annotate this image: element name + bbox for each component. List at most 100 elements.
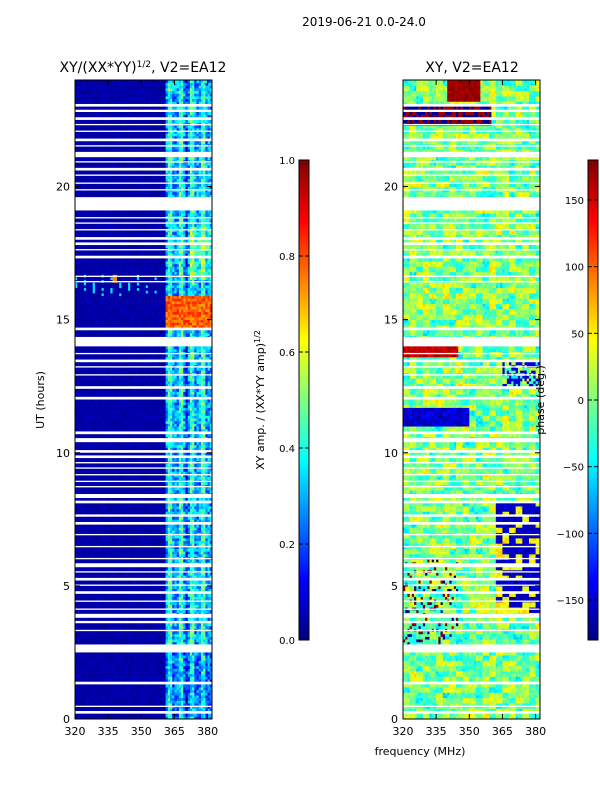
heatmap-cell <box>194 625 197 629</box>
heatmap-cell <box>139 580 142 584</box>
heatmap-cell <box>161 567 164 571</box>
heatmap-cell <box>203 535 206 539</box>
heatmap-cell <box>176 540 180 544</box>
heatmap-cell <box>172 527 175 531</box>
heatmap-cell <box>114 580 118 584</box>
heatmap-cell <box>181 540 184 544</box>
heatmap-cell <box>83 540 87 544</box>
heatmap-cell <box>92 657 96 661</box>
heatmap-cell <box>77 663 80 667</box>
heatmap-cell <box>154 548 158 552</box>
heatmap-cell <box>105 524 109 528</box>
heatmap-cell <box>194 679 197 683</box>
heatmap-cell <box>83 545 87 549</box>
heatmap-cell <box>79 695 83 699</box>
heatmap-cell <box>92 508 96 512</box>
heatmap-cell <box>97 695 100 699</box>
heatmap-cell <box>196 617 200 621</box>
heatmap-cell <box>90 482 94 486</box>
heatmap-cell <box>139 703 142 707</box>
heatmap-cell <box>86 679 89 683</box>
heatmap-cell <box>128 545 131 549</box>
heatmap-cell <box>207 537 211 542</box>
heatmap-cell <box>101 663 105 667</box>
heatmap-cell <box>189 639 193 643</box>
heatmap-cell <box>152 551 155 555</box>
heatmap-cell <box>119 673 122 677</box>
heatmap-cell <box>176 684 180 688</box>
amp-heatmap <box>75 80 212 719</box>
heatmap-cell <box>196 572 200 576</box>
heatmap-cell <box>130 516 133 520</box>
heatmap-cell <box>145 567 149 571</box>
heatmap-cell <box>141 585 144 589</box>
heatmap-cell <box>134 713 138 717</box>
heatmap-cell <box>152 575 155 579</box>
heatmap-cell <box>136 506 140 510</box>
heatmap-cell <box>196 575 200 579</box>
heatmap-cell <box>196 511 200 515</box>
heatmap-cell <box>194 487 197 491</box>
heatmap-cell <box>145 593 149 597</box>
heatmap-cell <box>81 471 85 475</box>
heatmap-cell <box>108 575 111 579</box>
heatmap-cell <box>198 593 202 597</box>
heatmap-cell <box>90 559 94 563</box>
heatmap-cell <box>108 689 111 693</box>
heatmap-cell <box>192 503 195 507</box>
heatmap-cell <box>139 641 142 645</box>
heatmap-cell <box>176 593 180 597</box>
heatmap-cell <box>158 641 162 645</box>
heatmap-cell <box>145 660 149 664</box>
heatmap-cell <box>145 713 149 717</box>
heatmap-cell <box>110 633 113 637</box>
heatmap-cell <box>163 519 166 523</box>
heatmap-cell <box>123 705 127 709</box>
heatmap-cell <box>116 655 120 659</box>
heatmap-cell <box>176 476 180 480</box>
heatmap-cell <box>79 673 83 677</box>
heatmap-cell <box>77 482 80 486</box>
heatmap-cell <box>92 516 96 520</box>
heatmap-cell <box>147 679 151 683</box>
heatmap-cell <box>170 543 173 547</box>
heatmap-cell <box>134 588 138 592</box>
heatmap-cell <box>121 655 125 659</box>
heatmap-cell <box>79 689 83 693</box>
heatmap-cell <box>181 596 184 600</box>
heatmap-cell <box>172 548 175 552</box>
heatmap-cell <box>172 593 175 597</box>
heatmap-cell <box>183 700 186 704</box>
heatmap-cell <box>88 692 91 696</box>
heatmap-cell <box>114 482 118 486</box>
heatmap-cell <box>139 588 142 592</box>
heatmap-cell <box>97 476 100 480</box>
heatmap-cell <box>163 609 166 613</box>
heatmap-cell <box>165 668 169 672</box>
heatmap-cell <box>136 679 140 683</box>
heatmap-cell <box>103 665 107 669</box>
heatmap-cell <box>99 593 102 597</box>
heatmap-cell <box>145 490 149 494</box>
heatmap-cell <box>136 617 140 621</box>
heatmap-cell <box>97 516 100 520</box>
heatmap-cell <box>163 527 166 531</box>
heatmap-cell <box>150 540 153 544</box>
heatmap-cell <box>203 490 206 494</box>
heatmap-cell <box>143 636 147 640</box>
heatmap-cell <box>174 623 178 627</box>
heatmap-cell <box>158 524 162 528</box>
heatmap-cell <box>176 671 180 675</box>
heatmap-cell <box>187 596 191 600</box>
heatmap-cell <box>183 631 186 635</box>
heatmap-cell <box>94 663 98 667</box>
heatmap-cell <box>105 545 109 549</box>
heatmap-cell <box>174 625 178 629</box>
heatmap-cell <box>114 593 118 597</box>
heatmap-cell <box>181 527 184 531</box>
heatmap-cell <box>130 703 133 707</box>
heatmap-cell <box>198 695 202 699</box>
heatmap-cell <box>163 713 166 717</box>
heatmap-cell <box>139 633 142 637</box>
heatmap-cell <box>196 676 200 680</box>
